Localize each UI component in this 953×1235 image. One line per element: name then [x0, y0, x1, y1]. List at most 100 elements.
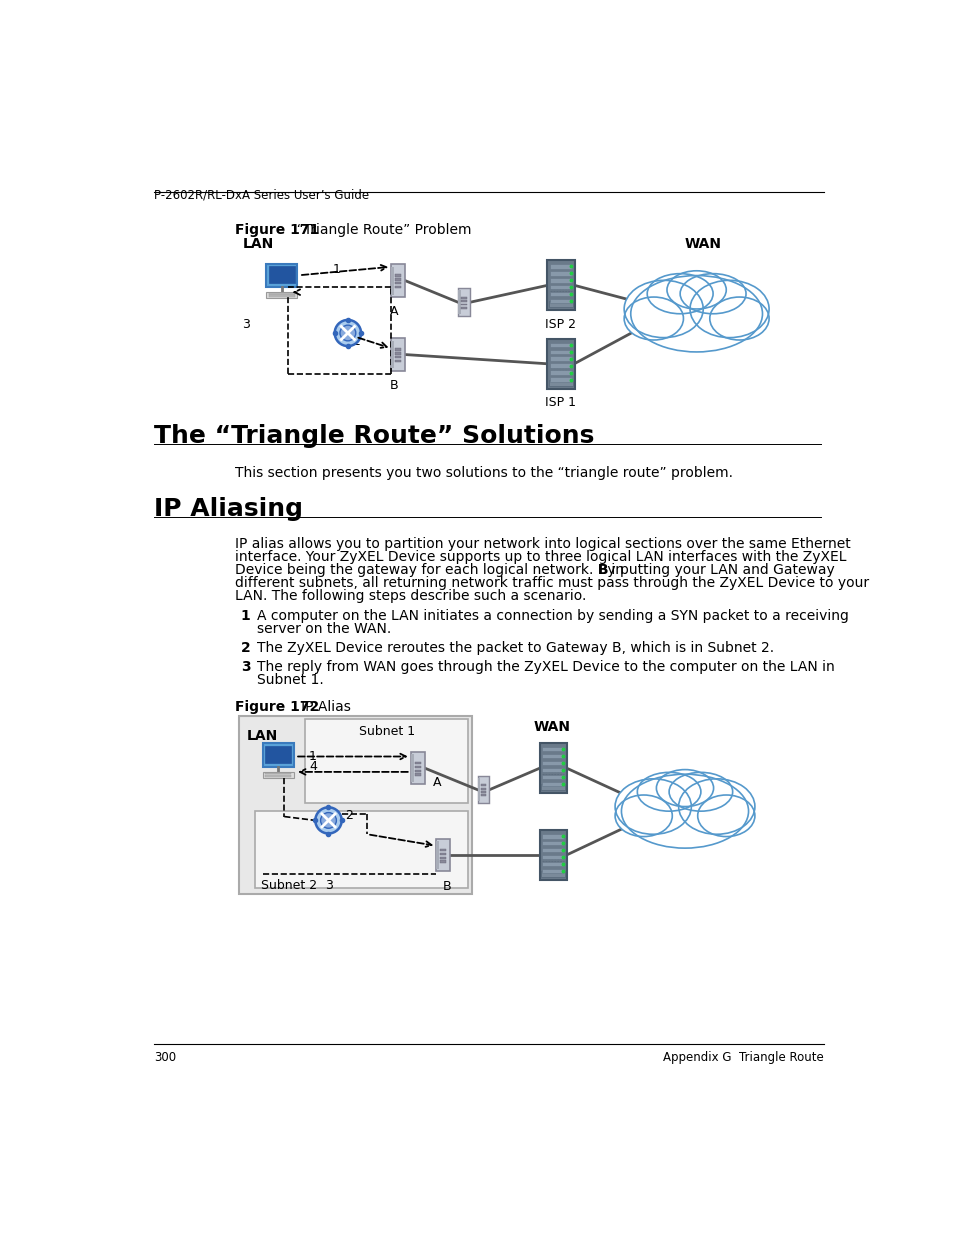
Text: Figure 171: Figure 171: [235, 222, 319, 237]
Bar: [548, 301, 573, 308]
Circle shape: [335, 320, 360, 346]
Text: LAN. The following steps describe such a scenario.: LAN. The following steps describe such a…: [235, 589, 586, 604]
Text: A: A: [390, 305, 398, 319]
Bar: [539, 830, 566, 881]
Ellipse shape: [620, 774, 748, 848]
Bar: [541, 862, 564, 866]
Text: 4: 4: [309, 761, 316, 773]
Bar: [265, 773, 291, 774]
Bar: [541, 834, 564, 839]
Bar: [549, 270, 572, 275]
Bar: [457, 290, 460, 314]
Text: Subnet 1: Subnet 1: [358, 725, 415, 739]
Bar: [461, 300, 466, 303]
Bar: [541, 753, 564, 758]
Text: ISP 1: ISP 1: [545, 396, 576, 409]
Text: IP alias allows you to partition your network into logical sections over the sam: IP alias allows you to partition your ne…: [235, 537, 850, 551]
Text: The ZyXEL Device reroutes the packet to Gateway B, which is in Subnet 2.: The ZyXEL Device reroutes the packet to …: [257, 641, 774, 655]
Ellipse shape: [668, 772, 732, 811]
Text: 2: 2: [352, 335, 359, 347]
Text: ISP 2: ISP 2: [545, 317, 576, 331]
Bar: [549, 357, 572, 361]
Bar: [410, 752, 424, 784]
Bar: [541, 868, 564, 873]
Text: LAN: LAN: [243, 237, 274, 251]
Bar: [262, 743, 294, 767]
Text: 2: 2: [345, 809, 353, 821]
Ellipse shape: [646, 274, 712, 314]
Bar: [262, 772, 294, 778]
Bar: [540, 784, 565, 790]
Bar: [395, 278, 401, 280]
Bar: [391, 267, 394, 294]
Bar: [395, 356, 401, 358]
Bar: [541, 774, 564, 779]
Ellipse shape: [689, 280, 768, 337]
Text: interface. Your ZyXEL Device supports up to three logical LAN interfaces with th: interface. Your ZyXEL Device supports up…: [235, 550, 846, 564]
Bar: [549, 285, 572, 289]
Ellipse shape: [637, 772, 700, 811]
Text: Subnet 1.: Subnet 1.: [257, 673, 324, 688]
Ellipse shape: [623, 280, 702, 337]
Text: 2: 2: [241, 641, 251, 655]
Text: in: in: [607, 563, 624, 577]
Bar: [541, 747, 564, 751]
Bar: [541, 768, 564, 772]
Text: Device being the gateway for each logical network. By putting your LAN and Gatew: Device being the gateway for each logica…: [235, 563, 839, 577]
Text: 300: 300: [154, 1051, 176, 1063]
Text: This section presents you two solutions to the “triangle route” problem.: This section presents you two solutions …: [235, 466, 733, 480]
Text: LAN: LAN: [247, 729, 278, 742]
Bar: [436, 841, 439, 869]
Text: The “Triangle Route” Solutions: The “Triangle Route” Solutions: [154, 424, 594, 448]
Bar: [549, 350, 572, 354]
Bar: [549, 377, 572, 382]
Bar: [439, 852, 446, 855]
Circle shape: [339, 325, 355, 341]
Bar: [269, 295, 294, 296]
Bar: [266, 293, 297, 299]
Bar: [395, 274, 401, 277]
Text: Subnet 2: Subnet 2: [261, 879, 316, 892]
Bar: [439, 848, 446, 851]
Bar: [269, 293, 294, 294]
Bar: [265, 776, 291, 777]
Ellipse shape: [656, 769, 713, 806]
Ellipse shape: [697, 795, 754, 836]
Bar: [269, 266, 294, 283]
Bar: [266, 264, 297, 287]
Text: 3: 3: [241, 317, 250, 331]
Text: B: B: [598, 563, 608, 577]
Bar: [549, 278, 572, 283]
Text: 1: 1: [309, 750, 316, 762]
Bar: [395, 348, 401, 351]
Text: “Triangle Route” Problem: “Triangle Route” Problem: [288, 222, 471, 237]
Bar: [415, 773, 420, 776]
Bar: [391, 264, 405, 296]
Ellipse shape: [679, 274, 745, 314]
Bar: [549, 291, 572, 296]
Bar: [480, 790, 486, 793]
Bar: [541, 847, 564, 852]
Text: IP Alias: IP Alias: [288, 700, 351, 714]
Bar: [395, 287, 401, 288]
Bar: [549, 264, 572, 269]
Text: 3: 3: [324, 879, 333, 892]
Bar: [547, 261, 574, 310]
Text: P-2602R/RL-DxA Series User’s Guide: P-2602R/RL-DxA Series User’s Guide: [154, 188, 369, 201]
Bar: [439, 857, 446, 858]
Ellipse shape: [678, 779, 754, 835]
Bar: [254, 811, 468, 888]
Bar: [549, 342, 572, 347]
Bar: [415, 769, 420, 772]
Bar: [477, 776, 489, 803]
Bar: [541, 841, 564, 846]
Circle shape: [320, 813, 336, 829]
Bar: [395, 359, 401, 362]
Bar: [391, 338, 405, 370]
Ellipse shape: [623, 298, 682, 340]
Circle shape: [315, 808, 341, 834]
Bar: [265, 746, 291, 763]
Bar: [395, 282, 401, 284]
Bar: [436, 839, 450, 871]
Bar: [549, 363, 572, 368]
